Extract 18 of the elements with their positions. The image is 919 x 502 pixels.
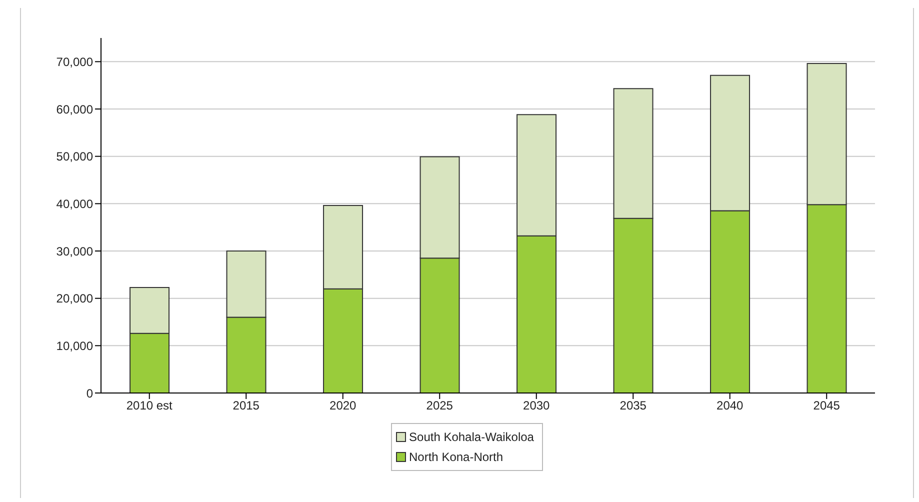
y-tick-label: 40,000 [56, 196, 94, 211]
x-tick-label: 2020 [330, 398, 357, 413]
x-tick-label: 2010 est [126, 398, 174, 413]
y-tick-label: 10,000 [56, 338, 94, 353]
x-tick-label: 2040 [716, 398, 744, 413]
x-tick-label: 2045 [813, 398, 840, 413]
legend-label: South Kohala-Waikoloa [409, 430, 534, 444]
x-tick-label: 2025 [426, 398, 454, 413]
x-tick-label: 2015 [232, 398, 260, 413]
y-tick-label: 50,000 [56, 150, 94, 164]
x-tick-label: 2030 [523, 398, 550, 413]
y-tick-label: 70,000 [56, 54, 94, 69]
y-tick-label: 0 [86, 386, 94, 400]
legend-label: North Kona-North [409, 450, 504, 464]
x-tick-label: 2035 [620, 398, 647, 413]
y-tick-label: 60,000 [56, 102, 94, 116]
y-tick-label: 30,000 [56, 244, 94, 258]
y-tick-label: 20,000 [56, 292, 94, 306]
